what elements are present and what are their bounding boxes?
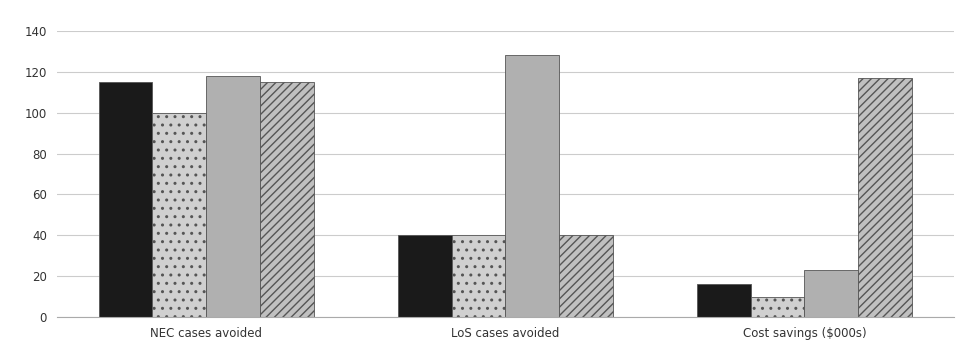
Bar [559,235,613,317]
Bar [859,78,912,317]
Bar [397,235,452,317]
Bar [506,55,559,317]
Bar [751,296,804,317]
Bar [804,270,859,317]
Bar [260,82,314,317]
Bar [99,82,152,317]
Bar [452,235,506,317]
Bar [697,284,751,317]
Bar [152,113,206,317]
Bar [206,76,260,317]
